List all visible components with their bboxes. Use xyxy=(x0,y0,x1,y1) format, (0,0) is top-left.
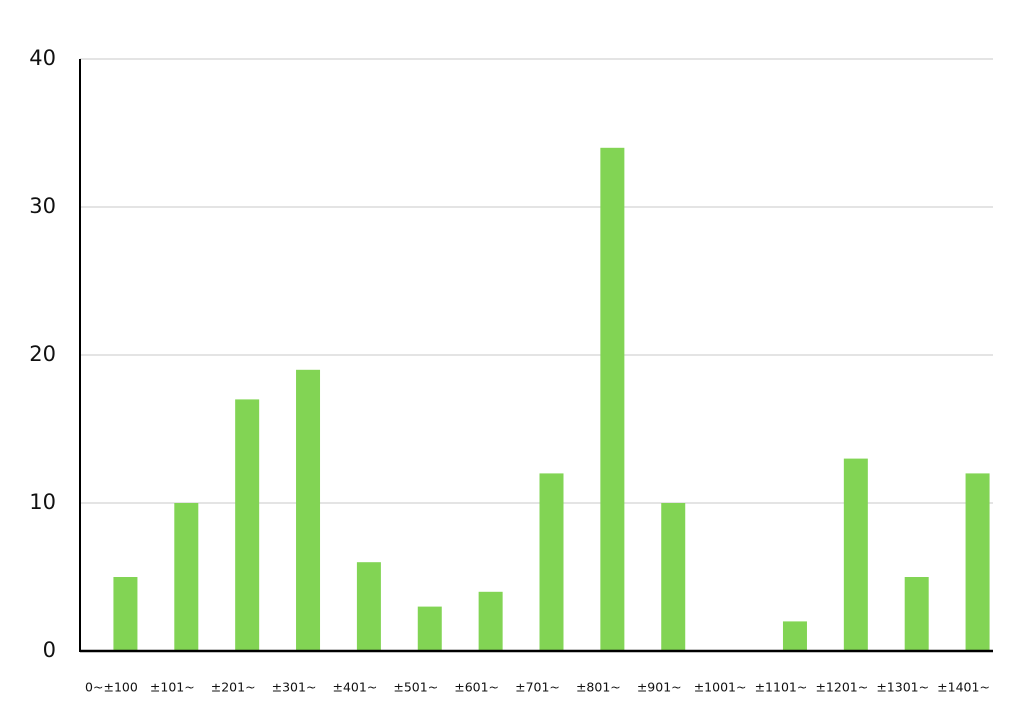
bar xyxy=(417,606,442,651)
bar xyxy=(113,577,138,651)
bar xyxy=(235,399,260,651)
x-tick-label: ±1301~ xyxy=(876,680,929,695)
bar xyxy=(478,591,503,651)
x-tick-label: ±201~ xyxy=(211,680,256,695)
bar xyxy=(965,473,990,651)
y-tick-label: 40 xyxy=(29,46,56,70)
x-tick-label: ±1201~ xyxy=(815,680,868,695)
x-tick-label: ±101~ xyxy=(150,680,195,695)
bar xyxy=(782,621,807,651)
x-tick-label: 0~±100 xyxy=(85,680,138,695)
y-tick-label: 0 xyxy=(43,638,56,662)
y-tick-label: 20 xyxy=(29,342,56,366)
bar xyxy=(600,147,625,652)
x-tick-label: ±301~ xyxy=(272,680,317,695)
y-tick-label: 10 xyxy=(29,490,56,514)
bar xyxy=(296,369,321,651)
bar xyxy=(661,503,686,651)
x-tick-label: ±601~ xyxy=(454,680,499,695)
x-tick-label: ±1101~ xyxy=(755,680,808,695)
bar xyxy=(843,458,868,651)
bar xyxy=(539,473,564,651)
y-tick-label: 30 xyxy=(29,194,56,218)
x-tick-label: ±501~ xyxy=(393,680,438,695)
x-tick-label: ±901~ xyxy=(637,680,682,695)
x-tick-label: ±801~ xyxy=(576,680,621,695)
x-tick-label: ±1401~ xyxy=(937,680,990,695)
bar xyxy=(904,577,929,651)
x-tick-label: ±701~ xyxy=(515,680,560,695)
x-tick-label: ±1001~ xyxy=(694,680,747,695)
bar xyxy=(356,562,381,651)
x-tick-label: ±401~ xyxy=(332,680,377,695)
bar xyxy=(174,503,199,651)
